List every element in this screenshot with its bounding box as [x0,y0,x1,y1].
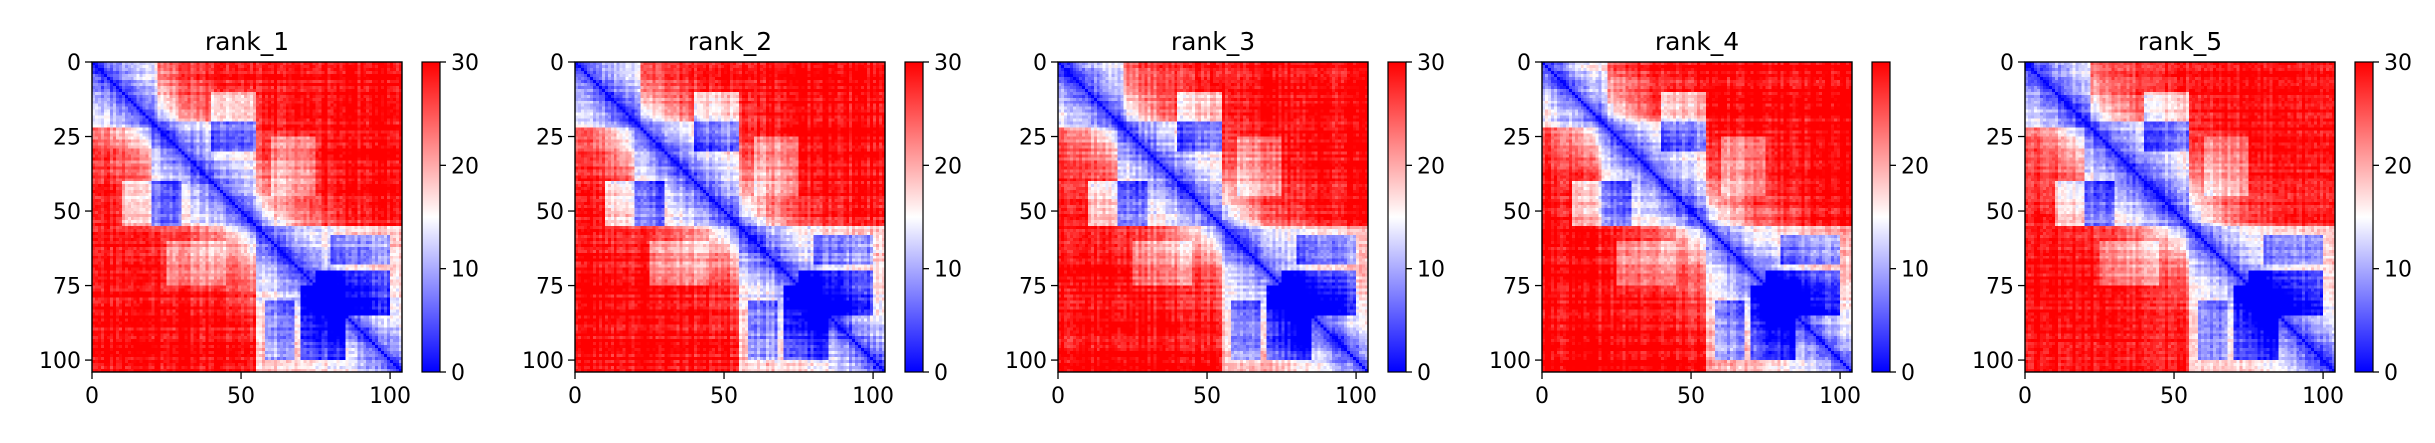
colorbar [421,61,441,373]
colorbar-tick-label: 10 [2384,258,2412,283]
colorbar-tick-label: 20 [934,154,962,179]
colorbar-tick-label: 0 [2384,361,2398,386]
colorbar-tick-label: 0 [934,361,948,386]
colorbar-tick-label: 20 [2384,154,2412,179]
y-tick-label: 25 [1986,126,2014,151]
colorbar-tick-label: 30 [1417,51,1445,76]
y-tick-label: 100 [1489,349,1531,374]
x-tick-label: 50 [2160,384,2188,409]
x-tick-label: 100 [1819,384,1861,409]
colorbar [904,61,924,373]
y-tick-label: 75 [1503,275,1531,300]
colorbar-tick-label: 30 [451,51,479,76]
colorbar-tick-label: 20 [1417,154,1445,179]
x-tick-label: 100 [369,384,411,409]
y-tick-label: 75 [1019,275,1047,300]
colorbar-tick-label: 20 [451,154,479,179]
y-tick-label: 25 [53,126,81,151]
panel-title: rank_1 [205,27,289,56]
y-tick-label: 0 [1033,51,1047,76]
y-tick-label: 100 [1972,349,2014,374]
y-tick-label: 0 [1517,51,1531,76]
colorbar-tick-label: 0 [1901,361,1915,386]
y-tick-label: 100 [39,349,81,374]
y-tick-label: 25 [536,126,564,151]
plot-frame [91,61,403,373]
plot-frame [1057,61,1369,373]
y-tick-label: 0 [2000,51,2014,76]
y-tick-label: 25 [1019,126,1047,151]
y-tick-label: 75 [536,275,564,300]
y-tick-label: 50 [1503,200,1531,225]
colorbar-tick-label: 10 [1901,258,1929,283]
y-tick-label: 25 [1503,126,1531,151]
plot-frame [2024,61,2336,373]
x-tick-label: 100 [1335,384,1377,409]
x-tick-label: 50 [710,384,738,409]
colorbar [1871,61,1891,373]
x-tick-label: 0 [85,384,99,409]
heatmap-image [92,62,402,372]
heatmap-image [1058,62,1368,372]
colorbar-tick-label: 10 [934,258,962,283]
colorbar-tick-label: 10 [1417,258,1445,283]
y-tick-label: 100 [1005,349,1047,374]
y-tick-label: 75 [53,275,81,300]
x-tick-label: 0 [1051,384,1065,409]
colorbar-tick-label: 30 [2384,51,2412,76]
y-tick-label: 50 [53,200,81,225]
y-tick-label: 0 [67,51,81,76]
x-tick-label: 50 [1677,384,1705,409]
y-tick-label: 100 [522,349,564,374]
colorbar [2354,61,2374,373]
heatmap-image [1542,62,1852,372]
panel-title: rank_3 [1171,27,1255,56]
y-tick-label: 50 [536,200,564,225]
plot-frame [1541,61,1853,373]
plot-frame [574,61,886,373]
heatmap-image [2025,62,2335,372]
colorbar-tick-label: 30 [934,51,962,76]
x-tick-label: 0 [2018,384,2032,409]
y-tick-label: 50 [1019,200,1047,225]
x-tick-label: 50 [227,384,255,409]
colorbar-tick-label: 20 [1901,154,1929,179]
colorbar-tick-label: 0 [1417,361,1431,386]
panel-title: rank_4 [1655,27,1739,56]
panel-title: rank_5 [2138,27,2222,56]
colorbar [1387,61,1407,373]
x-tick-label: 50 [1193,384,1221,409]
panel-title: rank_2 [688,27,772,56]
x-tick-label: 0 [568,384,582,409]
y-tick-label: 75 [1986,275,2014,300]
x-tick-label: 0 [1535,384,1549,409]
heatmap-image [575,62,885,372]
colorbar-tick-label: 10 [451,258,479,283]
y-tick-label: 0 [550,51,564,76]
x-tick-label: 100 [2302,384,2344,409]
colorbar-tick-label: 0 [451,361,465,386]
x-tick-label: 100 [852,384,894,409]
y-tick-label: 50 [1986,200,2014,225]
